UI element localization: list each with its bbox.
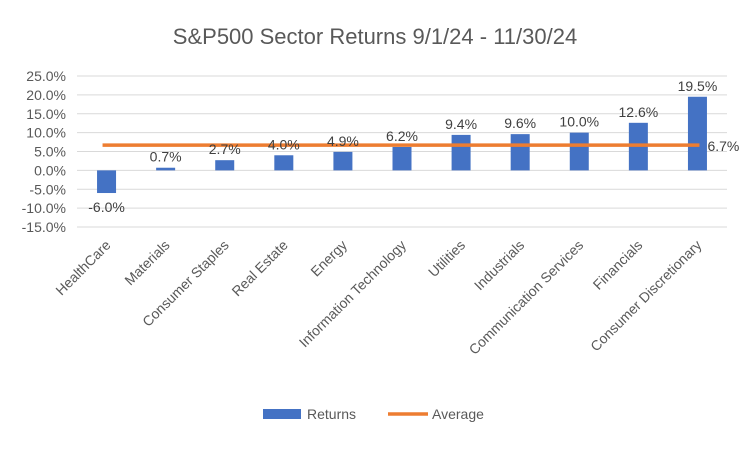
legend: Returns Average xyxy=(263,406,484,422)
bar xyxy=(569,132,589,171)
bar-data-label: 9.6% xyxy=(504,115,536,131)
y-tick-label: 0.0% xyxy=(34,162,66,178)
y-tick-label: -10.0% xyxy=(22,200,66,216)
y-tick-label: 25.0% xyxy=(26,68,66,84)
y-tick-label: -15.0% xyxy=(22,219,66,235)
bar xyxy=(215,160,235,171)
bar xyxy=(687,96,707,171)
legend-returns-label: Returns xyxy=(307,406,356,422)
bar-series xyxy=(97,96,707,194)
bar xyxy=(333,151,353,171)
bar xyxy=(392,146,412,171)
bar-data-label: 6.2% xyxy=(386,128,418,144)
chart-title: S&P500 Sector Returns 9/1/24 - 11/30/24 xyxy=(173,24,577,49)
x-category-label: HealthCare xyxy=(52,237,114,299)
bar-data-label: 12.6% xyxy=(619,104,659,120)
x-category-label: Real Estate xyxy=(228,237,291,300)
x-category-label: Information Technology xyxy=(296,237,409,350)
bar xyxy=(156,167,176,171)
x-category-label: Consumer Discretionary xyxy=(587,237,705,355)
x-category-label: Financials xyxy=(590,237,646,293)
bar-data-label: 19.5% xyxy=(678,78,718,94)
x-category-label: Utilities xyxy=(425,237,468,280)
legend-returns-swatch xyxy=(263,409,301,419)
bar-data-label: 4.9% xyxy=(327,133,359,149)
x-category-label: Energy xyxy=(307,237,350,280)
legend-average-label: Average xyxy=(432,406,484,422)
bar xyxy=(510,134,530,171)
y-tick-label: -5.0% xyxy=(29,181,66,197)
y-axis-ticks: -15.0% -10.0% -5.0% 0.0% 5.0% 10.0% 15.0% 20.0%… xyxy=(22,68,66,235)
bar xyxy=(97,170,117,194)
x-category-label: Materials xyxy=(121,237,172,288)
bar-data-label: 10.0% xyxy=(559,114,599,130)
data-labels: -6.0% 0.7% 2.7% 4.0% 4.9% 6.2% 9.4% 9.6% 10.0% 12… xyxy=(88,78,739,215)
bar xyxy=(451,134,471,171)
bar xyxy=(274,155,294,171)
average-data-label: 6.7% xyxy=(707,138,739,154)
y-tick-label: 5.0% xyxy=(34,144,66,160)
bar-data-label: 4.0% xyxy=(268,136,300,152)
x-category-label: Communication Services xyxy=(466,237,587,358)
bar-data-label: 2.7% xyxy=(209,141,241,157)
y-tick-label: 10.0% xyxy=(26,125,66,141)
y-tick-label: 20.0% xyxy=(26,87,66,103)
y-tick-label: 15.0% xyxy=(26,106,66,122)
x-category-label: Industrials xyxy=(471,237,527,293)
bar-data-label: 9.4% xyxy=(445,116,477,132)
bar-data-label: 0.7% xyxy=(150,149,182,165)
bar-data-label: -6.0% xyxy=(88,199,125,215)
